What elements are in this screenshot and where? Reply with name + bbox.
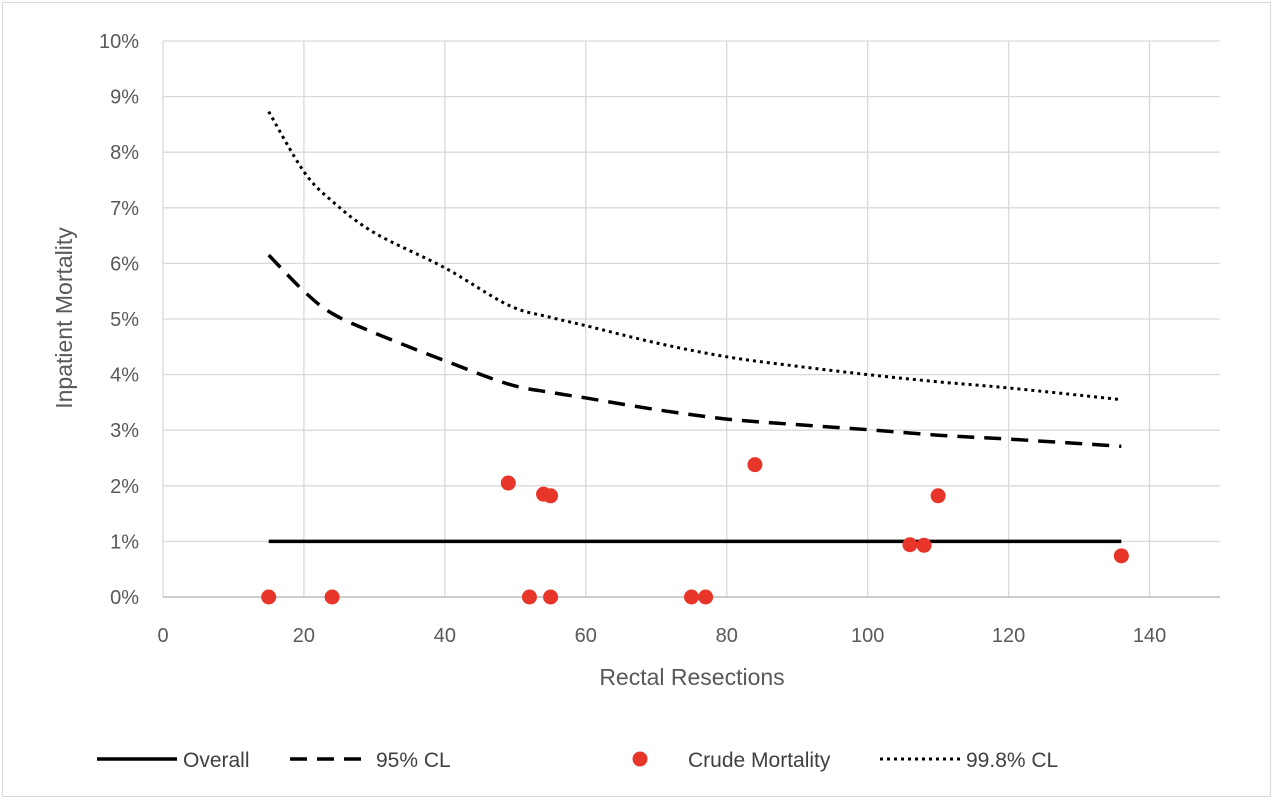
legend-label-95-cl: 95% CL <box>376 749 451 772</box>
series-line-95-cl <box>267 253 1122 449</box>
y-tick-label: 6% <box>110 253 139 275</box>
legend-swatch-crude-mortality <box>632 751 648 767</box>
y-tick-label: 2% <box>110 476 139 498</box>
data-point-crude-mortality <box>543 589 559 605</box>
y-axis-ticks: 0% 1% 2% 3% 4% 5% 6% 7% 8% 9% 10% <box>99 31 139 609</box>
data-point-crude-mortality <box>1113 548 1129 564</box>
y-tick-label: 10% <box>99 31 139 53</box>
y-tick-label: 5% <box>110 309 139 331</box>
data-point-crude-mortality <box>261 589 277 605</box>
y-axis-title: Inpatient Mortality <box>51 227 77 409</box>
series-line-99-8-cl <box>267 110 1122 402</box>
y-tick-label: 4% <box>110 365 139 387</box>
data-point-crude-mortality <box>521 589 537 605</box>
x-tick-label: 0 <box>157 625 168 647</box>
y-tick-label: 7% <box>110 198 139 220</box>
data-point-crude-mortality <box>747 457 763 473</box>
y-tick-label: 9% <box>110 87 139 109</box>
x-axis-title: Rectal Resections <box>599 664 784 690</box>
data-point-crude-mortality <box>902 537 918 553</box>
data-point-crude-mortality <box>500 475 516 491</box>
data-point-crude-mortality <box>916 537 932 553</box>
data-point-crude-mortality <box>684 589 699 605</box>
x-axis-ticks: 0 20 40 60 80 100 120 140 <box>157 625 1166 647</box>
data-point-crude-mortality <box>543 488 559 504</box>
y-tick-label: 8% <box>110 142 139 164</box>
gridlines <box>162 40 1220 598</box>
y-tick-label: 0% <box>110 587 139 609</box>
x-tick-label: 80 <box>716 625 738 647</box>
data-point-crude-mortality <box>324 589 340 605</box>
legend-label-overall: Overall <box>183 749 250 772</box>
x-tick-label: 40 <box>434 625 456 647</box>
y-tick-label: 3% <box>110 420 139 442</box>
legend: Overall 95% CL Crude Mortality 99.8% CL <box>97 749 1058 772</box>
x-tick-label: 100 <box>851 625 884 647</box>
data-point-crude-mortality <box>698 589 714 605</box>
legend-label-crude-mortality: Crude Mortality <box>688 749 831 772</box>
x-tick-label: 20 <box>293 625 315 647</box>
data-point-crude-mortality <box>930 488 946 504</box>
plot-series <box>261 110 1129 605</box>
x-tick-label: 60 <box>575 625 597 647</box>
y-tick-label: 1% <box>110 531 139 553</box>
x-tick-label: 140 <box>1133 625 1166 647</box>
legend-label-99-8-cl: 99.8% CL <box>966 749 1058 772</box>
x-tick-label: 120 <box>992 625 1025 647</box>
